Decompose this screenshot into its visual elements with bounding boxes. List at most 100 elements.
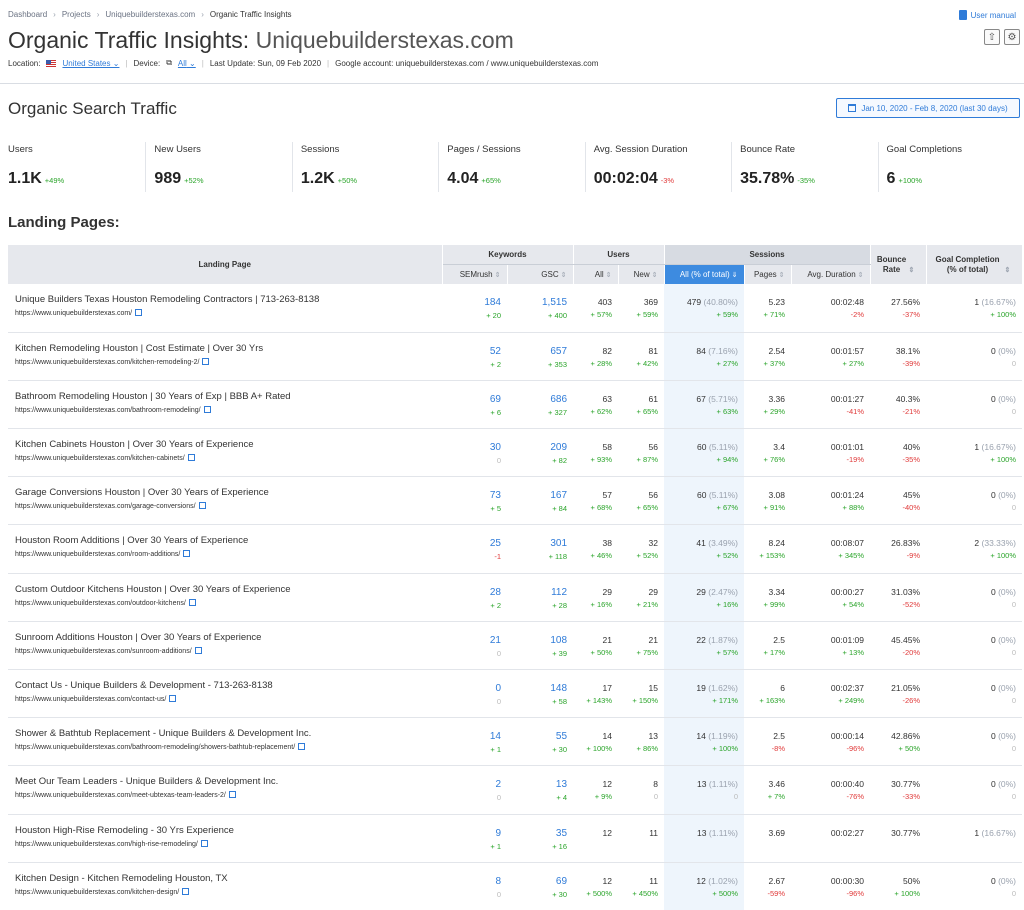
- location-select[interactable]: United States ⌄: [62, 58, 120, 68]
- semrush-cell[interactable]: 184 + 20: [442, 284, 507, 333]
- breadcrumb-projects[interactable]: Projects: [61, 10, 91, 19]
- pages-value: 8.24: [768, 538, 786, 549]
- bounce-rate-cell: 27.56% -37%: [870, 284, 927, 333]
- col-avg-duration[interactable]: Avg. Duration ⇕: [791, 263, 871, 284]
- pages-cell: 2.54 + 37%: [744, 332, 792, 381]
- sessions-all-cell: 41 (3.49%) + 52%: [664, 524, 745, 574]
- sessions-all-cell: 14 (1.19%) + 100%: [664, 717, 745, 767]
- col-goal-completion[interactable]: Goal Completion (% of total) ⇕: [926, 245, 1023, 284]
- metric-value: 4.04: [447, 170, 479, 187]
- settings-button[interactable]: ⚙: [1004, 29, 1020, 45]
- semrush-cell[interactable]: 9 + 1: [442, 814, 507, 863]
- goal-completion-value: 0: [990, 683, 996, 693]
- external-link-icon[interactable]: [169, 695, 177, 702]
- users-all-cell: 12 + 500%: [573, 862, 619, 910]
- sort-icon: ⇕: [560, 271, 567, 279]
- gsc-cell[interactable]: 301 + 118: [507, 524, 574, 574]
- gsc-cell[interactable]: 167 + 84: [507, 476, 574, 526]
- semrush-delta: + 20: [486, 311, 501, 320]
- device-select[interactable]: All ⌄: [177, 58, 196, 68]
- pages-cell: 3.69: [744, 814, 792, 863]
- breadcrumb-project[interactable]: Uniquebuilderstexas.com: [105, 10, 196, 19]
- gsc-cell[interactable]: 148 + 58: [507, 669, 574, 719]
- col-users-all[interactable]: All ⇕: [573, 263, 619, 284]
- gsc-delta: + 82: [552, 456, 568, 466]
- landing-page-cell: Houston High-Rise Remodeling - 30 Yrs Ex…: [8, 814, 442, 863]
- export-button[interactable]: ⇧: [984, 29, 1000, 45]
- semrush-delta: + 1: [490, 745, 501, 755]
- semrush-cell[interactable]: 73 + 5: [442, 476, 507, 526]
- users-new-delta: + 65%: [636, 503, 659, 513]
- goal-completion-cell: 0 (0%) 0: [926, 332, 1023, 381]
- gsc-cell[interactable]: 13 + 4: [507, 765, 574, 815]
- goal-completion-percent: (0%): [998, 731, 1017, 742]
- page-title-cell: Meet Our Team Leaders - Unique Builders …: [15, 776, 279, 788]
- date-range-button[interactable]: Jan 10, 2020 - Feb 8, 2020 (last 30 days…: [836, 98, 1020, 118]
- semrush-cell[interactable]: 69 + 6: [442, 380, 507, 430]
- external-link-icon[interactable]: [194, 646, 202, 654]
- metric-value-wrap: 35.78% -35%: [740, 170, 815, 188]
- gsc-cell[interactable]: 69 + 30: [507, 862, 574, 910]
- sessions-all-cell: 22 (1.87%) + 57%: [664, 621, 745, 671]
- col-users-new[interactable]: New ⇕: [618, 263, 665, 284]
- bounce-rate-cell: 40% -35%: [870, 428, 927, 478]
- external-link-icon[interactable]: [203, 405, 211, 413]
- users-all-value: 403: [597, 297, 613, 307]
- external-link-icon[interactable]: [198, 502, 206, 510]
- bounce-rate-value: 50%: [903, 875, 921, 886]
- external-link-icon[interactable]: [135, 309, 143, 316]
- col-pages[interactable]: Pages ⇕: [744, 263, 792, 284]
- goal-completion-delta: 0: [1011, 696, 1017, 705]
- page-url: https://www.uniquebuilderstexas.com/kitc…: [15, 887, 442, 896]
- semrush-cell[interactable]: 30 0: [442, 428, 507, 478]
- page-url: https://www.uniquebuilderstexas.com/bath…: [15, 742, 442, 751]
- bounce-rate-value: 30.77%: [891, 827, 921, 838]
- user-manual-link[interactable]: User manual: [958, 10, 1016, 20]
- semrush-delta: + 1: [490, 841, 501, 851]
- col-gsc[interactable]: GSC ⇕: [507, 263, 574, 284]
- col-bounce-rate[interactable]: Bounce Rate ⇕: [870, 245, 927, 284]
- col-semrush[interactable]: SEMrush ⇕: [442, 263, 508, 284]
- users-all-value: 63: [602, 393, 613, 404]
- page-url-text: https://www.uniquebuilderstexas.com/gara…: [15, 503, 196, 511]
- external-link-icon[interactable]: [182, 887, 190, 895]
- semrush-value: 30: [489, 442, 501, 454]
- gsc-cell[interactable]: 686 + 327: [507, 380, 574, 430]
- users-new-cell: 21 + 75%: [618, 621, 665, 671]
- gsc-cell[interactable]: 55 + 30: [507, 717, 574, 767]
- date-range-label: Jan 10, 2020 - Feb 8, 2020 (last 30 days…: [861, 103, 1008, 113]
- gsc-cell[interactable]: 35 + 16: [507, 814, 574, 863]
- col-sessions-all[interactable]: All (% of total) ⇓: [664, 263, 745, 284]
- gsc-cell[interactable]: 209 + 82: [507, 428, 574, 478]
- semrush-cell[interactable]: 21 0: [442, 621, 507, 671]
- gsc-cell[interactable]: 657 + 353: [507, 332, 574, 381]
- external-link-icon[interactable]: [298, 743, 306, 751]
- avg-duration-cell: 00:02:27: [791, 814, 871, 863]
- page-url: https://www.uniquebuilderstexas.com/kitc…: [15, 453, 442, 462]
- external-link-icon[interactable]: [228, 791, 236, 799]
- gsc-cell[interactable]: 108 + 39: [507, 621, 574, 671]
- users-all-value: 38: [602, 538, 613, 549]
- metric-value: 6: [886, 170, 896, 187]
- external-link-icon[interactable]: [183, 550, 191, 558]
- users-all-value: 57: [602, 490, 613, 501]
- semrush-cell[interactable]: 14 + 1: [442, 717, 507, 767]
- external-link-icon[interactable]: [202, 357, 210, 365]
- gsc-cell[interactable]: 112 + 28: [507, 573, 574, 622]
- external-link-icon[interactable]: [188, 598, 196, 606]
- external-link-icon[interactable]: [200, 839, 208, 847]
- breadcrumb-dashboard[interactable]: Dashboard: [8, 10, 48, 19]
- col-users-new-label: New: [633, 269, 650, 279]
- sessions-all-percent: (2.47%): [708, 586, 739, 597]
- sessions-all-percent: (1.11%): [708, 827, 739, 838]
- semrush-cell[interactable]: 28 + 2: [442, 573, 507, 622]
- page-url: https://www.uniquebuilderstexas.com/kitc…: [15, 357, 442, 366]
- semrush-cell[interactable]: 25 -1: [442, 524, 507, 574]
- external-link-icon[interactable]: [187, 454, 195, 462]
- gsc-cell[interactable]: 1,515 + 400: [507, 284, 574, 333]
- users-new-cell: 56 + 87%: [618, 428, 665, 478]
- semrush-cell[interactable]: 52 + 2: [442, 332, 507, 381]
